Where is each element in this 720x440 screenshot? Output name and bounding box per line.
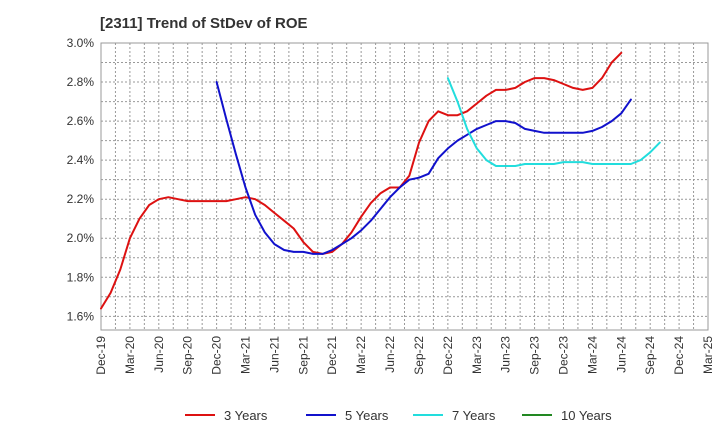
y-tick-label: 2.8% <box>67 75 95 89</box>
legend-label-3: 7 Years <box>452 408 496 423</box>
x-tick-label: Sep-24 <box>643 336 657 375</box>
x-tick-label: Mar-24 <box>585 336 599 374</box>
series-line-3 <box>446 77 661 167</box>
x-tick-label: Jun-21 <box>267 336 281 373</box>
x-tick-label: Dec-23 <box>556 336 570 375</box>
y-tick-label: 3.0% <box>67 36 95 50</box>
x-tick-label: Sep-21 <box>296 336 310 375</box>
y-tick-label: 2.2% <box>67 192 95 206</box>
legend-label-4: 10 Years <box>561 408 612 423</box>
x-tick-label: Dec-22 <box>441 336 455 375</box>
x-tick-label: Mar-25 <box>701 336 715 374</box>
grid-lines <box>100 42 709 330</box>
x-tick-label: Sep-22 <box>412 336 426 375</box>
series-lines <box>100 51 661 310</box>
x-tick-label: Jun-23 <box>499 336 513 373</box>
x-tick-label: Mar-23 <box>470 336 484 374</box>
x-tick-label: Dec-20 <box>210 336 224 375</box>
x-tick-label: Mar-20 <box>123 336 137 374</box>
chart-title: [2311] Trend of StDev of ROE <box>100 15 308 32</box>
x-tick-label: Dec-19 <box>94 336 108 375</box>
plot-area <box>100 42 709 331</box>
y-axis-ticks: 1.6% 1.8% 2.0% 2.2% 2.4% 2.6% 2.8% 3.0% <box>67 36 95 323</box>
legend-label-1: 3 Years <box>224 408 268 423</box>
x-tick-label: Dec-21 <box>325 336 339 375</box>
x-tick-label: Dec-24 <box>672 336 686 375</box>
y-tick-label: 1.8% <box>67 270 95 284</box>
x-tick-label: Mar-22 <box>354 336 368 374</box>
y-tick-label: 2.6% <box>67 114 95 128</box>
x-tick-label: Sep-23 <box>528 336 542 375</box>
x-tick-label: Sep-20 <box>181 336 195 375</box>
x-axis-ticks: Dec-19 Mar-20 Jun-20 Sep-20 Dec-20 Mar-21 Jun-… <box>94 336 715 375</box>
series-line-1 <box>100 51 623 310</box>
y-tick-label: 1.6% <box>67 309 95 323</box>
y-tick-label: 2.0% <box>67 231 95 245</box>
legend-label-2: 5 Years <box>345 408 389 423</box>
series-line-2 <box>215 81 632 255</box>
x-tick-label: Mar-21 <box>239 336 253 374</box>
x-tick-label: Jun-24 <box>614 336 628 373</box>
x-tick-label: Jun-20 <box>152 336 166 373</box>
legend: 3 Years 5 Years 7 Years 10 Years <box>185 408 612 423</box>
x-tick-label: Jun-22 <box>383 336 397 373</box>
y-tick-label: 2.4% <box>67 153 95 167</box>
